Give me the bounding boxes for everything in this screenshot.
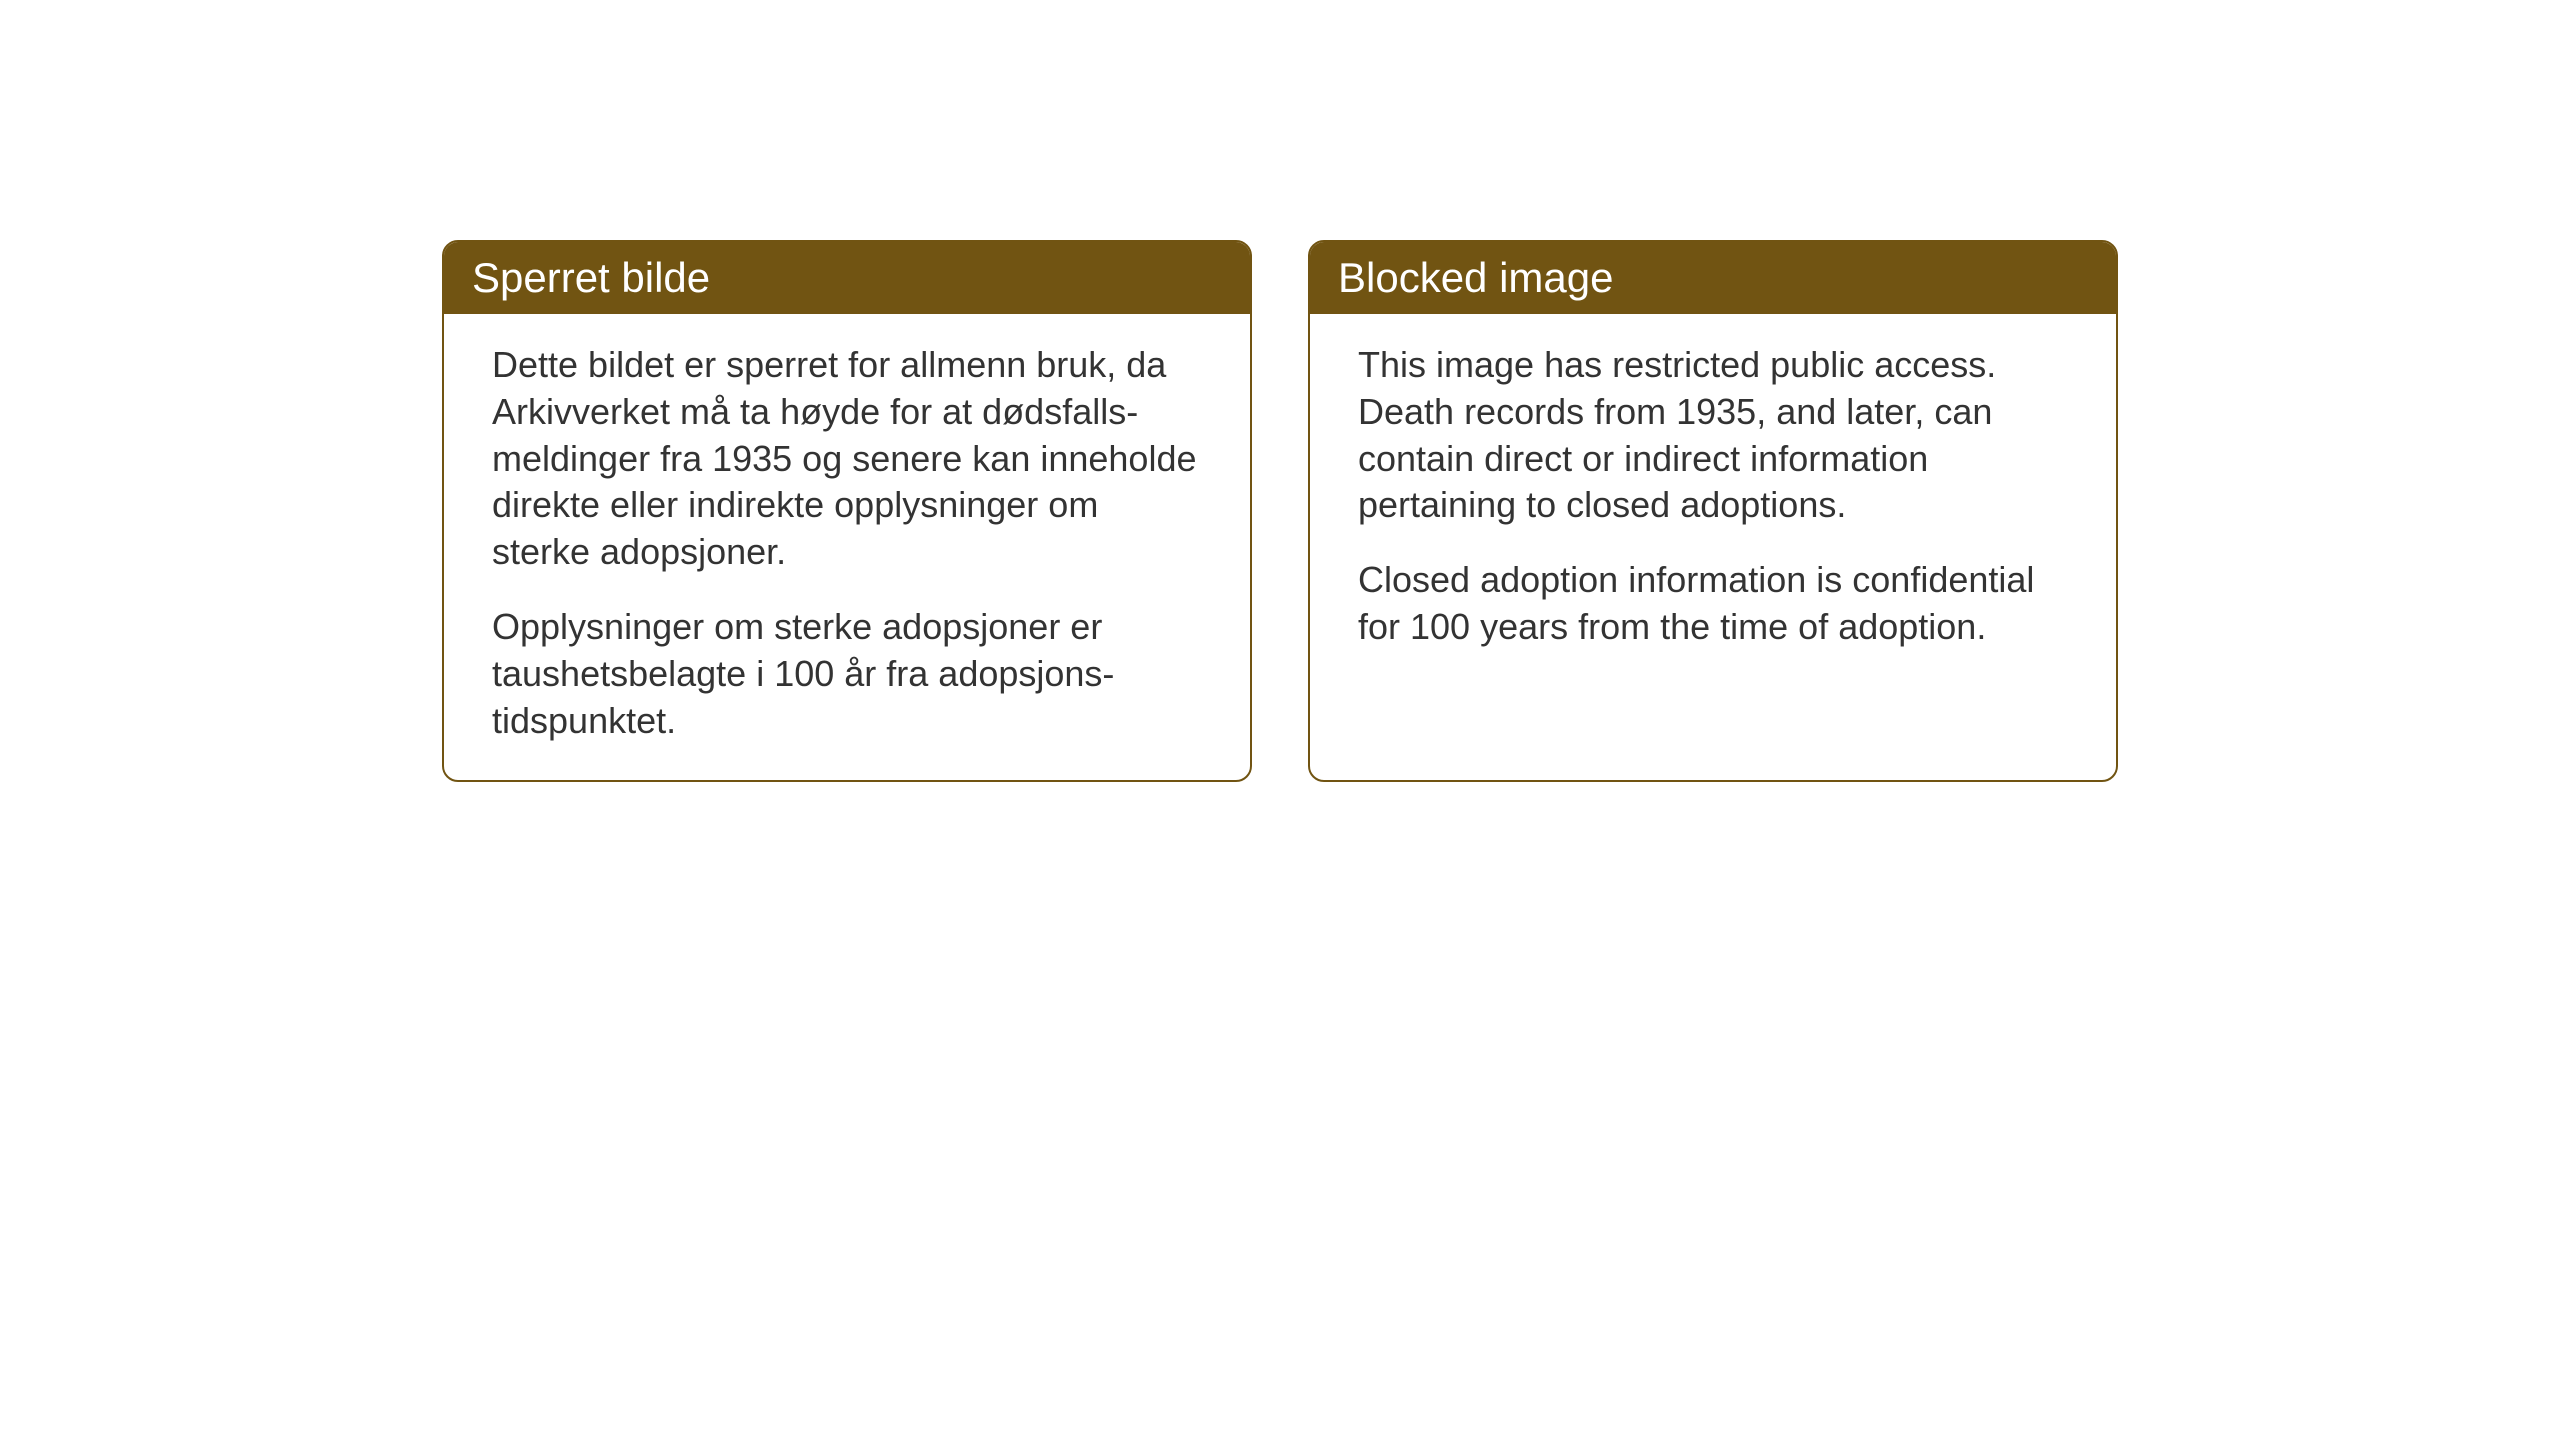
card-paragraph-english-1: This image has restricted public access.… xyxy=(1358,342,2068,529)
card-body-norwegian: Dette bildet er sperret for allmenn bruk… xyxy=(444,314,1250,780)
card-paragraph-norwegian-2: Opplysninger om sterke adopsjoner er tau… xyxy=(492,604,1202,744)
card-norwegian: Sperret bilde Dette bildet er sperret fo… xyxy=(442,240,1252,782)
card-header-english: Blocked image xyxy=(1310,242,2116,314)
card-title-english: Blocked image xyxy=(1338,254,1613,301)
card-paragraph-norwegian-1: Dette bildet er sperret for allmenn bruk… xyxy=(492,342,1202,576)
card-paragraph-english-2: Closed adoption information is confident… xyxy=(1358,557,2068,651)
card-english: Blocked image This image has restricted … xyxy=(1308,240,2118,782)
card-title-norwegian: Sperret bilde xyxy=(472,254,710,301)
cards-container: Sperret bilde Dette bildet er sperret fo… xyxy=(442,240,2118,782)
card-body-english: This image has restricted public access.… xyxy=(1310,314,2116,687)
card-header-norwegian: Sperret bilde xyxy=(444,242,1250,314)
